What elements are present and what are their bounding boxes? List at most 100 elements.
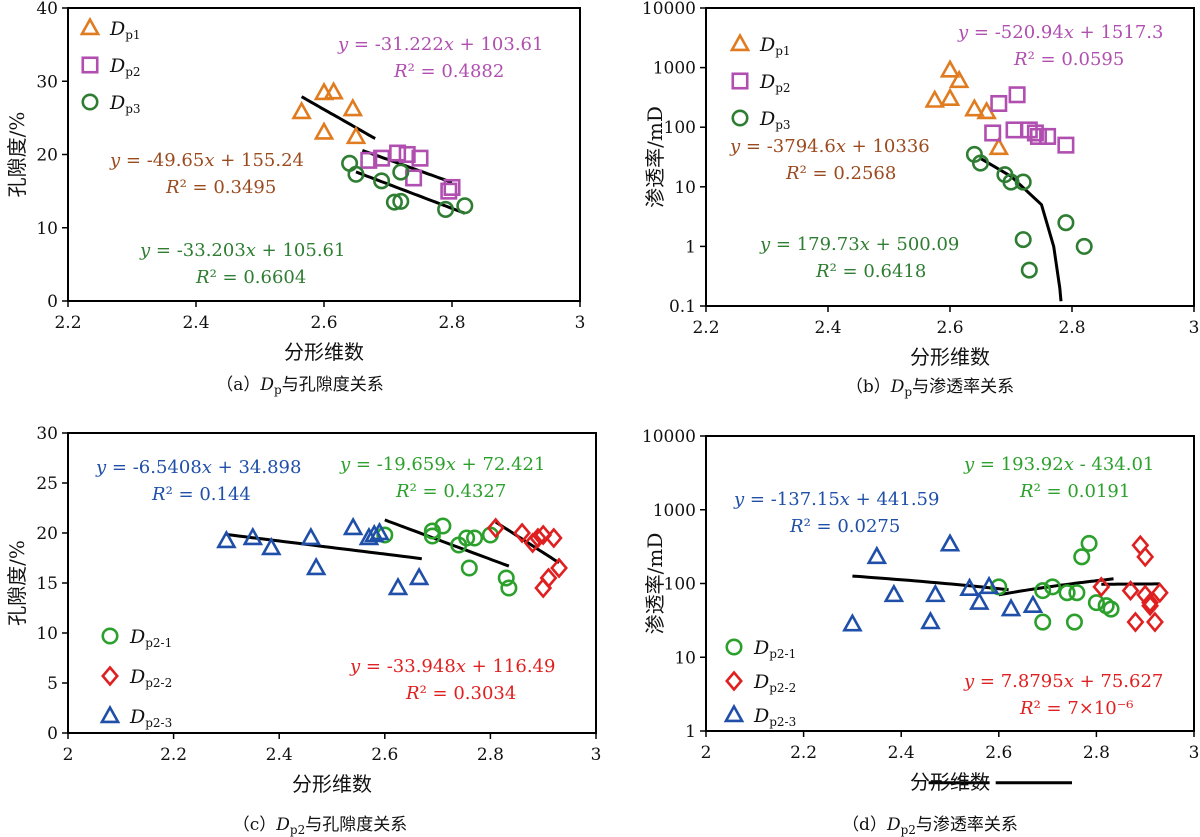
data-point bbox=[1002, 173, 1020, 191]
caption-symbol: D bbox=[886, 815, 901, 835]
y-tick-label: 0.1 bbox=[669, 297, 696, 317]
regression-equation: y = -6.5408x + 34.898 bbox=[95, 457, 301, 478]
legend-marker bbox=[101, 627, 119, 645]
data-point bbox=[523, 532, 542, 554]
regression-equation: y = -31.222x + 103.61 bbox=[337, 34, 543, 55]
data-point bbox=[1057, 214, 1075, 232]
data-point bbox=[1126, 611, 1145, 633]
data-point bbox=[925, 583, 946, 603]
y-tick-label: 30 bbox=[36, 72, 58, 92]
y-tick-label: 1 bbox=[685, 722, 696, 742]
r-squared-value: 0.3034 bbox=[453, 683, 516, 704]
trend-line bbox=[384, 518, 510, 568]
legend-subscript: p1 bbox=[125, 28, 140, 42]
caption-suffix: 与孔隙度关系 bbox=[282, 375, 384, 395]
equation-slope: -520.94 bbox=[995, 22, 1064, 43]
data-point bbox=[1014, 173, 1032, 191]
r-squared: R² = 0.6604 bbox=[195, 267, 306, 288]
data-point bbox=[959, 577, 980, 596]
caption-prefix: （a） bbox=[216, 375, 260, 395]
x-tick-label: 2.6 bbox=[371, 745, 398, 765]
data-point bbox=[971, 154, 990, 172]
regression-equation: y = 193.92x - 434.01 bbox=[963, 454, 1154, 475]
data-point bbox=[984, 124, 1002, 142]
data-point bbox=[291, 100, 312, 120]
data-point bbox=[423, 527, 441, 545]
equation-slope: -3794.6 bbox=[767, 136, 836, 157]
legend-symbol: D bbox=[129, 626, 145, 648]
r-squared-value: 0.2568 bbox=[833, 163, 896, 184]
x-tick-label: 2.6 bbox=[936, 318, 963, 338]
data-point bbox=[440, 182, 458, 200]
caption-subscript: p2 bbox=[290, 823, 305, 837]
data-point bbox=[389, 144, 407, 162]
data-point bbox=[1092, 576, 1111, 598]
y-tick-label: 10 bbox=[674, 178, 696, 198]
data-point bbox=[1065, 613, 1083, 631]
data-point bbox=[392, 163, 410, 181]
data-point bbox=[988, 136, 1010, 156]
equation-slope: -33.948 bbox=[387, 656, 456, 677]
data-point bbox=[1020, 261, 1038, 279]
equation-slope: 179.73 bbox=[797, 234, 860, 255]
data-point bbox=[443, 178, 461, 196]
x-tick-label: 3 bbox=[1189, 743, 1200, 763]
y-tick-label: 100 bbox=[664, 118, 696, 138]
equation-intercept: + 1517.3 bbox=[1074, 22, 1164, 43]
data-point bbox=[500, 579, 518, 597]
legend-marker bbox=[731, 72, 749, 90]
legend-subscript: p2 bbox=[125, 65, 140, 79]
legend-subscript: p2-1 bbox=[769, 647, 796, 661]
data-point bbox=[1026, 124, 1044, 142]
data-point bbox=[1043, 578, 1062, 596]
data-point bbox=[1141, 592, 1160, 614]
x-tick-label: 2.6 bbox=[985, 743, 1012, 763]
trend-line bbox=[355, 170, 466, 215]
legend-subscript: p1 bbox=[775, 44, 790, 58]
x-tick-label: 2 bbox=[63, 745, 74, 765]
data-point bbox=[369, 521, 390, 541]
data-point bbox=[387, 576, 409, 596]
data-point bbox=[305, 556, 327, 576]
data-point bbox=[1008, 86, 1026, 104]
data-point bbox=[342, 97, 364, 117]
r-squared-value: 0.4327 bbox=[443, 481, 506, 502]
legend-marker bbox=[101, 665, 119, 687]
data-point bbox=[866, 545, 888, 565]
data-point bbox=[392, 192, 410, 210]
y-tick-label: 25 bbox=[36, 474, 58, 494]
data-point bbox=[544, 527, 563, 549]
y-tick-label: 30 bbox=[36, 424, 58, 444]
x-tick-label: 3 bbox=[575, 313, 586, 333]
y-axis-label: 渗透率/mD bbox=[643, 533, 667, 635]
y-tick-label: 10 bbox=[674, 648, 696, 668]
legend-label: Dp2 bbox=[759, 71, 791, 95]
legend-subscript: p2-2 bbox=[145, 676, 172, 690]
x-axis-label: 分形维数 bbox=[292, 772, 372, 796]
data-point bbox=[1146, 611, 1164, 633]
data-point bbox=[1073, 548, 1091, 566]
r-squared-value: 0.0275 bbox=[837, 516, 900, 537]
data-point bbox=[456, 197, 474, 215]
panel-caption: （a）Dp与孔隙度关系 bbox=[216, 375, 383, 397]
chart-panel-b: 2.2 2.4 2.6 2.8 30.1110100100010000分形维数渗透率/m… bbox=[642, 0, 1200, 785]
data-point bbox=[434, 517, 452, 535]
data-point bbox=[408, 566, 430, 586]
legend-symbol: D bbox=[753, 705, 769, 727]
legend-symbol: D bbox=[109, 92, 125, 114]
data-point bbox=[990, 94, 1008, 113]
caption-symbol: D bbox=[275, 815, 290, 835]
data-point bbox=[1080, 534, 1098, 552]
y-tick-label: 20 bbox=[36, 524, 58, 544]
data-point bbox=[883, 583, 905, 603]
caption-prefix: （b） bbox=[846, 377, 891, 397]
legend-subscript: p3 bbox=[775, 118, 790, 132]
data-point bbox=[345, 125, 367, 145]
equation-slope: -19.659 bbox=[377, 454, 446, 475]
legend-subscript: p3 bbox=[125, 102, 140, 116]
x-tick-label: 3 bbox=[1189, 318, 1200, 338]
data-point bbox=[242, 526, 264, 546]
x-axis-label: 分形维数 bbox=[910, 345, 990, 369]
equation-intercept: + 10336 bbox=[846, 136, 930, 157]
data-point bbox=[978, 575, 1000, 595]
